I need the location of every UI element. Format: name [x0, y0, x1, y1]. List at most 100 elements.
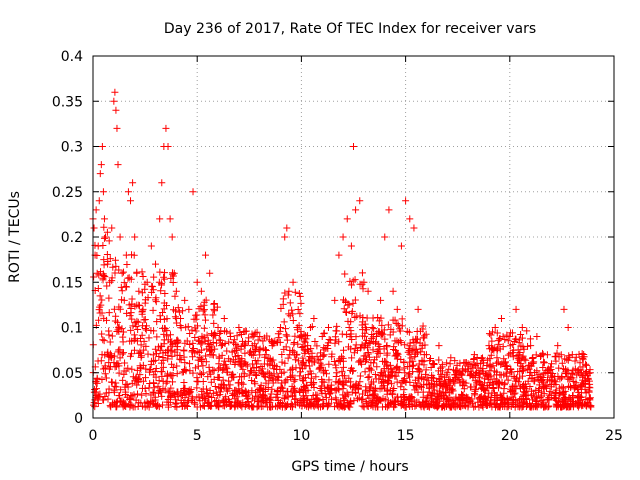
- data-point: [310, 358, 318, 366]
- data-point: [503, 372, 511, 380]
- data-point: [180, 347, 188, 355]
- data-point: [324, 383, 332, 391]
- data-point: [275, 401, 283, 409]
- data-point: [207, 402, 215, 410]
- data-point: [552, 352, 560, 360]
- data-point: [202, 352, 210, 360]
- data-point: [324, 339, 332, 347]
- data-point: [193, 384, 201, 392]
- data-point: [197, 287, 205, 295]
- data-point: [126, 312, 134, 320]
- data-point: [583, 361, 591, 369]
- data-point: [447, 386, 455, 394]
- data-point: [459, 395, 467, 403]
- data-point: [282, 343, 290, 351]
- data-point: [125, 400, 133, 408]
- data-point: [248, 376, 256, 384]
- data-point: [392, 365, 400, 373]
- data-point: [175, 308, 183, 316]
- data-point: [373, 363, 381, 371]
- data-point: [400, 391, 408, 399]
- data-point: [556, 384, 564, 392]
- data-point: [151, 367, 159, 375]
- data-point: [191, 333, 199, 341]
- data-point: [149, 286, 157, 294]
- data-point: [526, 371, 534, 379]
- data-point: [111, 399, 119, 407]
- data-point: [442, 382, 450, 390]
- data-point: [377, 296, 385, 304]
- data-point: [162, 379, 170, 387]
- data-point: [296, 401, 304, 409]
- data-point: [168, 360, 176, 368]
- data-point: [555, 364, 563, 372]
- data-point: [217, 380, 225, 388]
- data-point: [583, 367, 590, 375]
- data-point: [399, 399, 407, 407]
- data-point: [536, 394, 544, 402]
- data-point: [300, 395, 308, 403]
- data-point: [92, 377, 100, 385]
- data-point: [338, 330, 346, 338]
- data-point: [125, 301, 133, 309]
- data-point: [293, 350, 301, 358]
- data-point: [158, 368, 166, 376]
- data-point: [283, 332, 291, 340]
- data-point: [362, 324, 370, 332]
- data-point: [523, 366, 531, 374]
- data-point: [427, 401, 435, 409]
- data-point: [181, 359, 189, 367]
- data-point: [111, 363, 119, 371]
- data-point: [364, 287, 372, 295]
- data-point: [105, 294, 113, 302]
- data-point: [451, 373, 459, 381]
- data-point: [444, 397, 452, 405]
- data-point: [239, 389, 247, 397]
- data-point: [401, 369, 409, 377]
- data-point: [122, 283, 130, 291]
- data-point: [456, 402, 464, 410]
- data-point: [397, 356, 405, 364]
- data-point: [352, 341, 360, 349]
- x-tick-label: 20: [501, 428, 519, 444]
- data-point: [325, 336, 333, 344]
- data-point: [112, 403, 120, 411]
- data-point: [338, 367, 346, 375]
- data-point: [180, 379, 188, 387]
- data-point: [194, 356, 202, 364]
- data-point: [106, 338, 114, 346]
- data-point: [452, 366, 460, 374]
- data-point: [317, 349, 325, 357]
- data-point: [476, 379, 484, 387]
- data-point: [422, 330, 430, 338]
- data-point: [173, 362, 181, 370]
- data-point: [304, 342, 312, 350]
- data-point: [248, 387, 256, 395]
- data-point: [406, 339, 414, 347]
- data-point: [148, 282, 156, 290]
- data-point: [251, 380, 259, 388]
- data-point: [112, 379, 120, 387]
- data-point: [577, 389, 585, 397]
- data-point: [128, 402, 136, 410]
- data-point: [367, 401, 375, 409]
- data-point: [554, 342, 562, 350]
- data-point: [225, 338, 233, 346]
- data-point: [213, 303, 221, 311]
- data-point: [213, 339, 221, 347]
- data-point: [294, 340, 302, 348]
- data-point: [222, 363, 230, 371]
- data-point: [127, 305, 135, 313]
- data-point: [178, 368, 186, 376]
- data-point: [267, 357, 275, 365]
- data-point: [332, 327, 340, 335]
- data-point: [426, 383, 434, 391]
- data-point: [361, 368, 369, 376]
- data-point: [394, 338, 402, 346]
- data-point: [530, 358, 538, 366]
- data-point: [273, 403, 281, 411]
- data-point: [415, 375, 423, 383]
- data-point: [304, 356, 312, 364]
- data-point: [397, 383, 405, 391]
- data-point: [231, 395, 239, 403]
